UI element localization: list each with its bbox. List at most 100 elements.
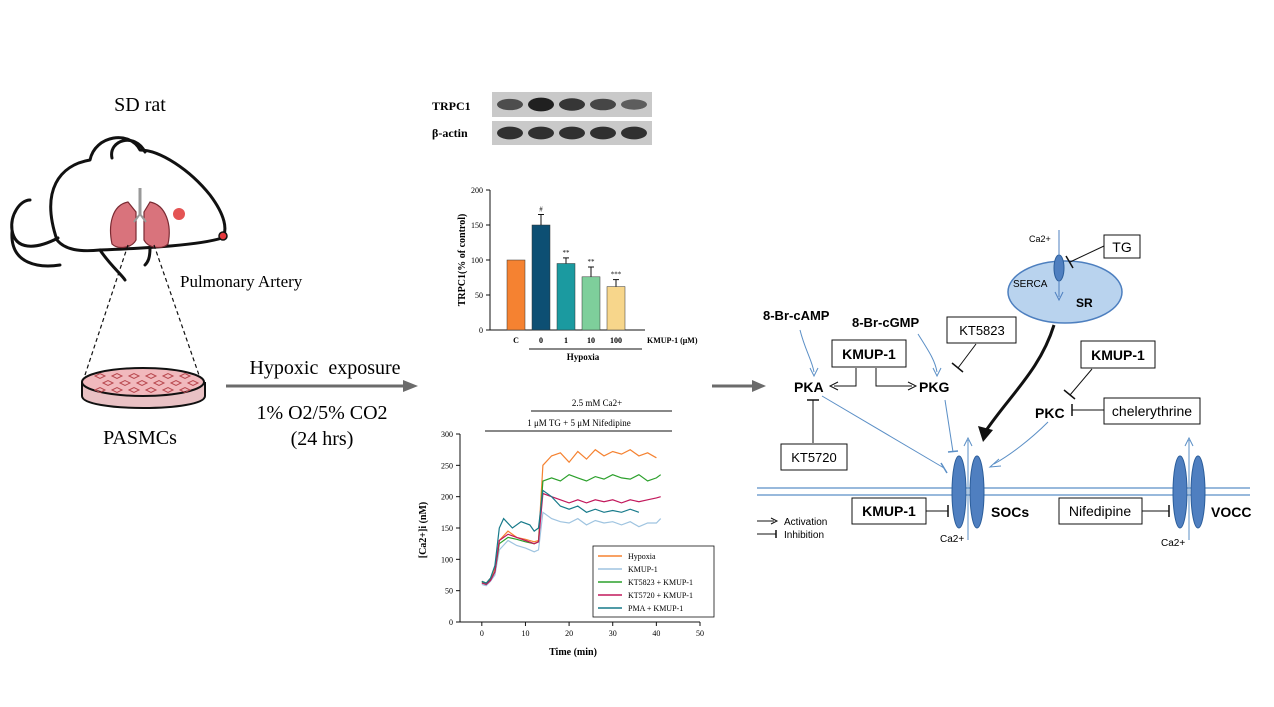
- rat-eye-icon: [173, 208, 185, 220]
- tg-annotation: 1 μM TG + 5 μM Nifedipine: [527, 418, 631, 428]
- kmup1-label-bottom: KMUP-1: [862, 503, 916, 519]
- pkg-inhibit-line: [944, 399, 954, 453]
- cell-icon: [178, 386, 192, 394]
- bar-significance-label: **: [588, 258, 596, 266]
- pathway-arrowhead-icon: [752, 380, 766, 392]
- cell-icon: [161, 386, 175, 394]
- nifedipine-label: Nifedipine: [1069, 503, 1131, 519]
- kt5823-label: KT5823: [959, 323, 1005, 338]
- blot-band: [621, 99, 647, 110]
- pka-inhibit-line: [821, 395, 945, 469]
- cell-icon: [101, 379, 115, 387]
- ca-annotation: 2.5 mM Ca2+: [572, 398, 622, 408]
- sr-to-socs-arrow: [983, 324, 1056, 433]
- trpc1-bar-chart: 0 50 100 150 200 C #0 ** 1 ** 10 *** 100 Hypoxia KM…: [457, 186, 698, 362]
- nifedipine-box: [1058, 497, 1143, 525]
- bar-ytick-label: 0: [479, 326, 483, 335]
- kt5720-box: [780, 443, 848, 471]
- legend-label: KT5823 + KMUP-1: [628, 578, 693, 587]
- cell-icon: [178, 372, 192, 380]
- line-ytick-label: 200: [441, 493, 453, 502]
- blot-band: [528, 126, 554, 140]
- lungs-icon: [109, 188, 170, 249]
- line-ytick-label: 100: [441, 555, 453, 564]
- series-line: [481, 511, 662, 587]
- line-ytick-label: 250: [441, 461, 453, 470]
- sr-label: SR: [1076, 296, 1093, 310]
- bar-category-label: 100: [610, 336, 622, 345]
- blot-band: [559, 98, 585, 111]
- blot-label-trpc1: TRPC1: [432, 99, 471, 113]
- cell-icon: [186, 379, 200, 387]
- vocc-channel-right: [1190, 455, 1206, 529]
- blot-band: [590, 126, 616, 140]
- legend-label: KT5720 + KMUP-1: [628, 591, 693, 600]
- series-line: [481, 489, 640, 584]
- chelerythrine-box: [1103, 397, 1201, 425]
- bar-significance-label: #: [539, 206, 543, 214]
- western-blot: TRPC1 β-actin: [432, 92, 652, 145]
- pkc-label: PKC: [1035, 405, 1065, 421]
- pulmonary-artery-label: Pulmonary Artery: [180, 272, 303, 291]
- kt5720-label: KT5720: [791, 450, 837, 465]
- vocc-channel-left: [1172, 455, 1188, 529]
- zoom-line-right: [153, 244, 201, 379]
- socs-channel-left: [951, 455, 967, 529]
- exposure-arrowhead-icon: [403, 380, 418, 392]
- pka-label: PKA: [794, 379, 824, 395]
- cell-icon: [127, 372, 141, 380]
- bar: [506, 259, 526, 331]
- rat-icon: [10, 136, 227, 282]
- sd-rat-title: SD rat: [114, 94, 166, 116]
- line-xtick-label: 30: [609, 629, 617, 638]
- bar-significance-label: **: [563, 249, 571, 257]
- cell-icon: [93, 372, 107, 380]
- petri-dish-icon: [81, 367, 206, 409]
- serca-label: SERCA: [1013, 279, 1048, 290]
- ca-label-socs: Ca2+: [940, 534, 964, 545]
- blot-band: [528, 97, 554, 112]
- line-xtick-label: 0: [480, 629, 484, 638]
- line-xtick-label: 40: [652, 629, 660, 638]
- bar-significance-label: ***: [611, 271, 622, 279]
- bar-ytick-label: 50: [475, 291, 483, 300]
- pasmcs-label: PASMCs: [103, 427, 177, 449]
- bar-xlabel: Hypoxia: [567, 352, 600, 362]
- cell-icon: [118, 379, 132, 387]
- legend-inhibition-label: Inhibition: [784, 530, 824, 541]
- kmup1-box-center: [831, 339, 907, 368]
- kmup1-label-right: KMUP-1: [1091, 347, 1145, 363]
- line-xtick-label: 20: [565, 629, 573, 638]
- socs-label: SOCs: [991, 504, 1029, 520]
- line-ytick-label: 50: [445, 587, 453, 596]
- bar-ytick-label: 150: [471, 221, 483, 230]
- bar-ytick-label: 200: [471, 186, 483, 195]
- bar: [556, 263, 576, 331]
- tg-label: TG: [1112, 239, 1131, 255]
- bar: [581, 276, 601, 331]
- blot-band: [497, 126, 523, 140]
- cell-icon: [144, 386, 158, 394]
- kmup1-box-right: [1080, 340, 1156, 369]
- line-ytick-label: 300: [441, 430, 453, 439]
- line-xlabel: Time (min): [549, 647, 597, 658]
- kmup1-label-center: KMUP-1: [842, 346, 896, 362]
- ca-label-vocc: Ca2+: [1161, 538, 1185, 549]
- cell-icon: [135, 379, 149, 387]
- exposure-duration: (24 hrs): [291, 428, 354, 450]
- pkc-to-socs-arrow: [993, 421, 1049, 465]
- bar-category-label: C: [513, 336, 519, 345]
- series-line: [481, 492, 661, 586]
- blot-band: [621, 126, 647, 140]
- bar-category-label: 10: [587, 336, 595, 345]
- camp-label: 8-Br-cAMP: [763, 308, 830, 323]
- bar-unit-label: KMUP-1 (μM): [647, 336, 698, 345]
- bar-category-label: 1: [564, 336, 568, 345]
- legend-label: KMUP-1: [628, 565, 658, 574]
- pathway-diagram: SR SERCA Ca2+ TG 8-Br-cAMP 8-Br-cGMP KT5…: [757, 230, 1251, 549]
- blot-band: [559, 126, 585, 140]
- kt5823-box: [946, 316, 1017, 344]
- line-ytick-label: 0: [449, 618, 453, 627]
